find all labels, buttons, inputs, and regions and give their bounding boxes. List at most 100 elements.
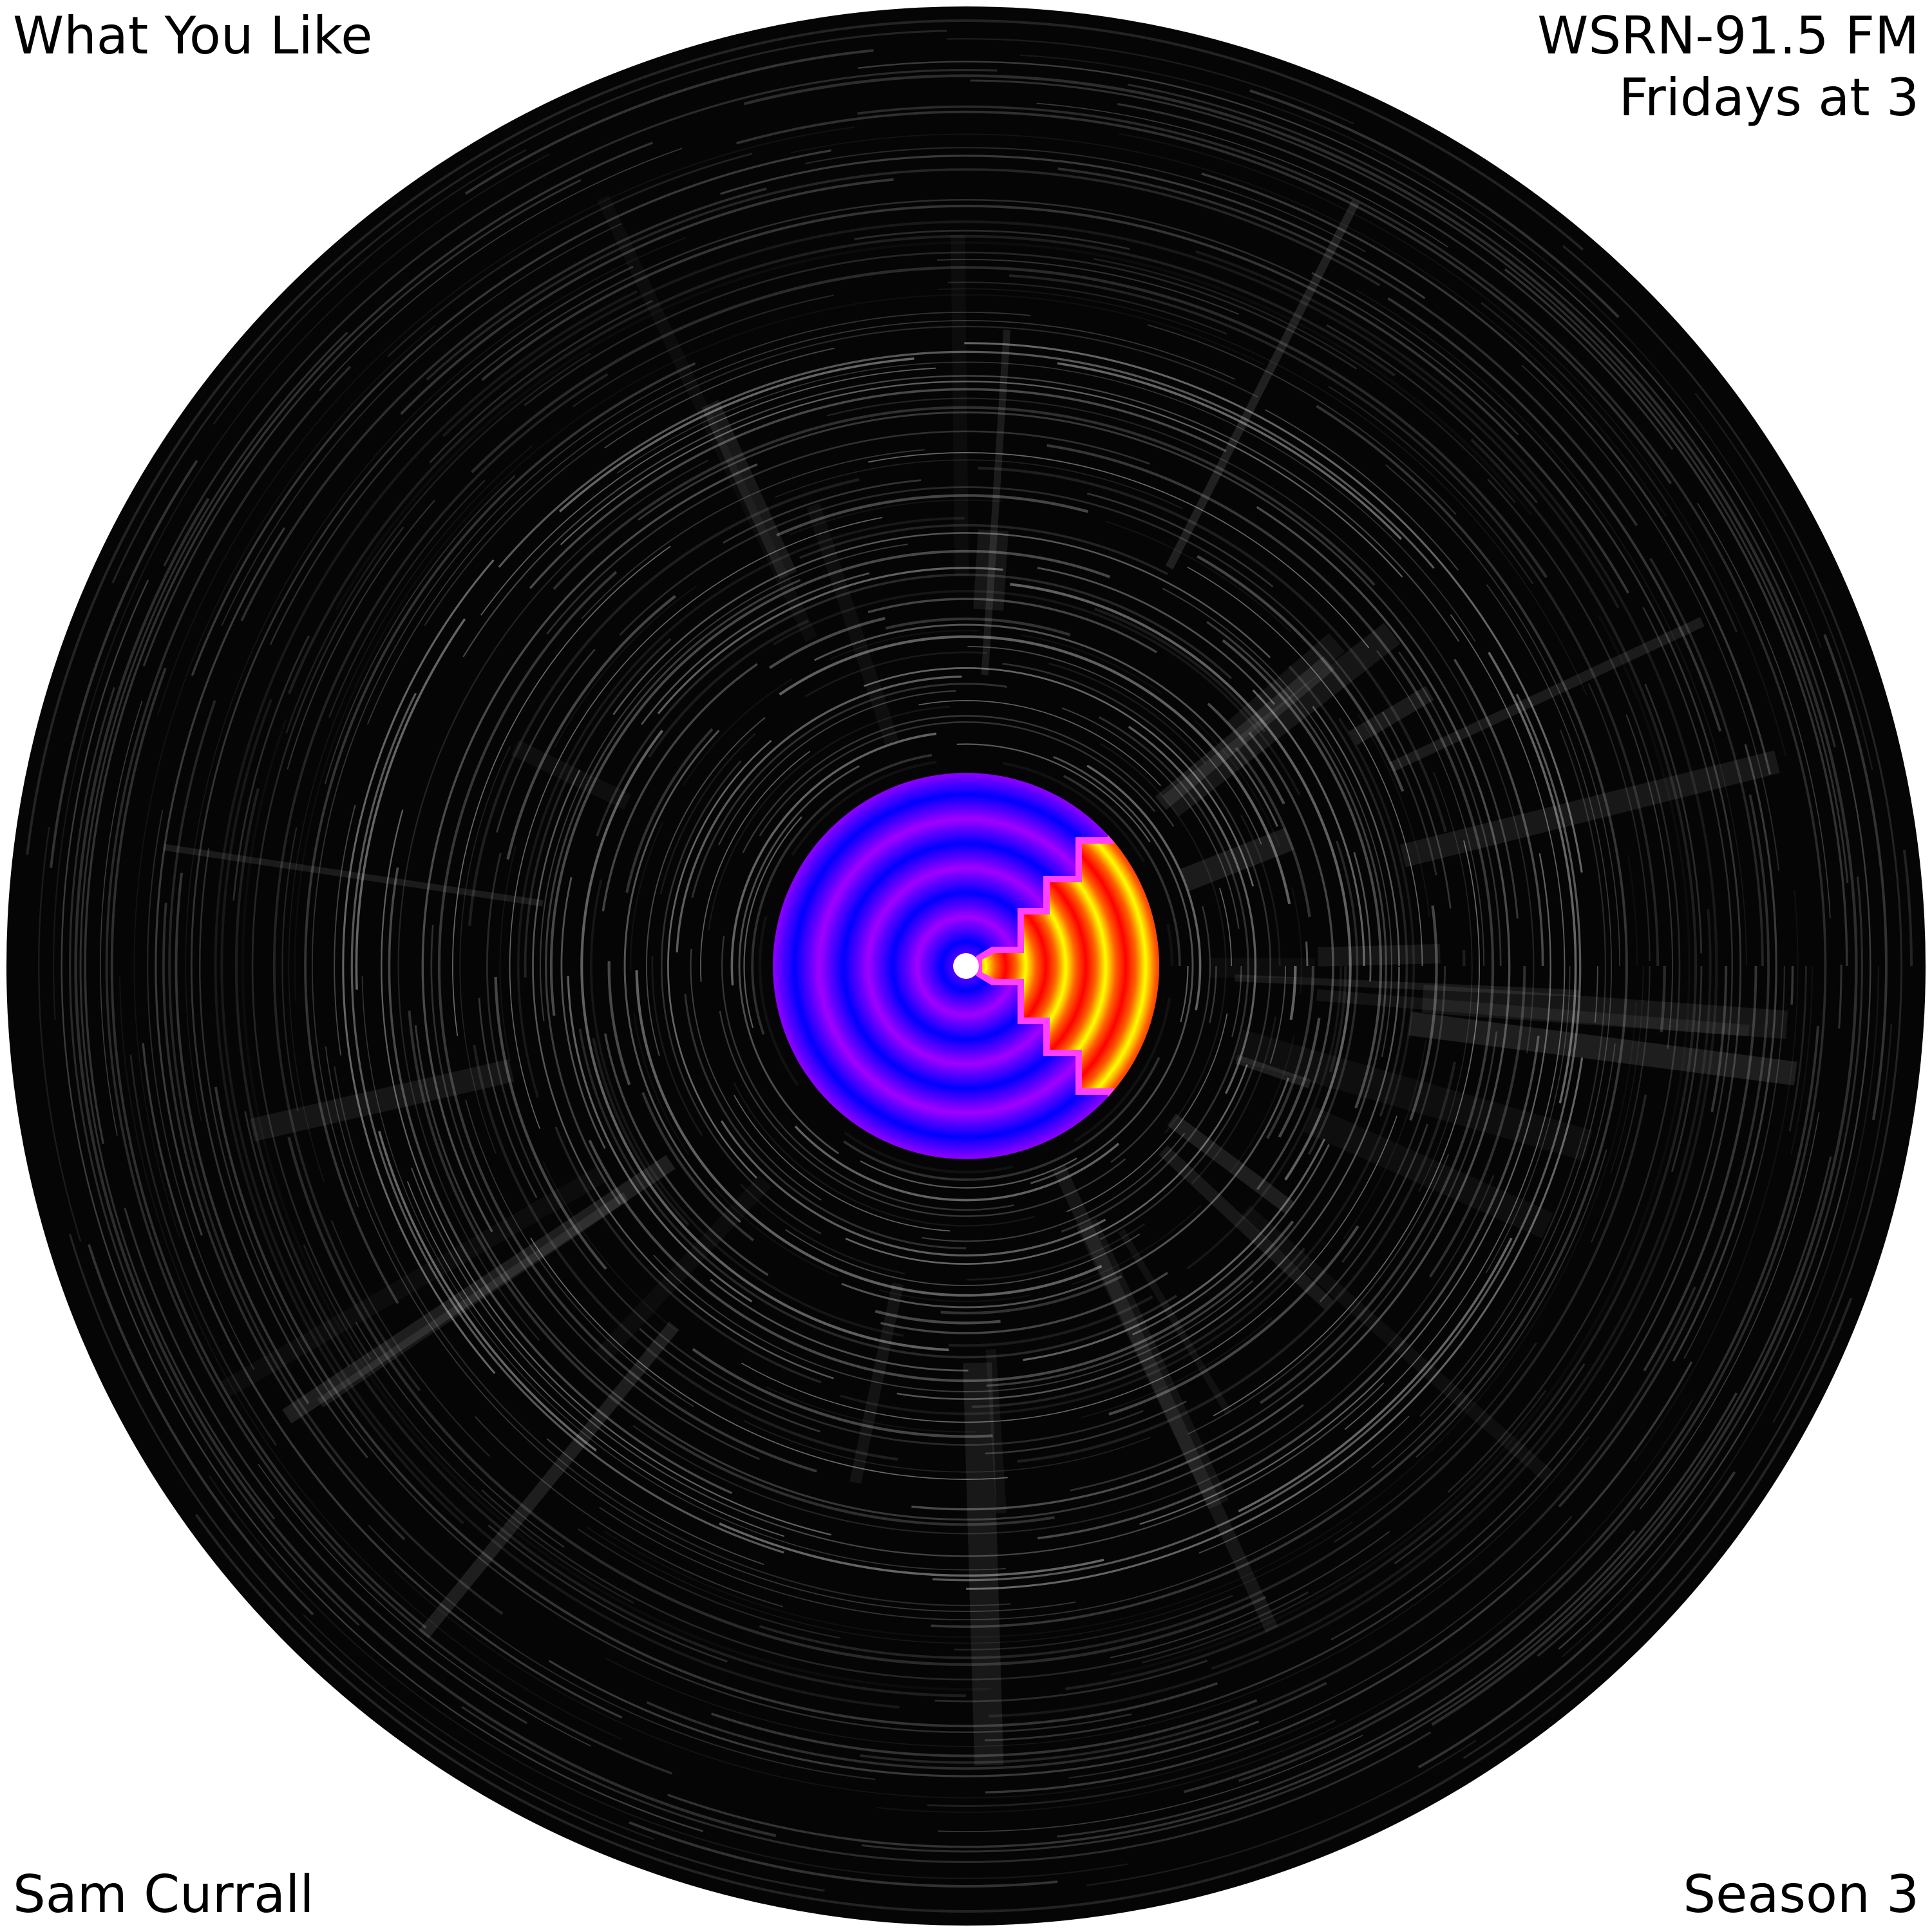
groove <box>304 304 1628 1628</box>
host-name: Sam Currall <box>13 1864 314 1924</box>
groove <box>220 220 1712 1712</box>
groove <box>175 175 1757 1757</box>
groove <box>61 61 1871 1871</box>
groove-streak <box>1053 1165 1278 1632</box>
groove-streak <box>282 1155 676 1424</box>
show-title: What You Like <box>13 6 373 66</box>
groove <box>459 459 1473 1473</box>
groove <box>251 251 1681 1681</box>
groove <box>645 645 1287 1287</box>
groove <box>258 258 1674 1674</box>
groove <box>52 52 1880 1880</box>
groove-streak <box>1210 968 1314 969</box>
groove-streak <box>973 529 1009 611</box>
groove-streak <box>806 502 899 745</box>
groove-streak <box>1421 984 1788 1039</box>
groove <box>437 437 1495 1495</box>
groove <box>294 294 1638 1638</box>
groove <box>110 110 1822 1822</box>
groove <box>342 342 1590 1590</box>
groove <box>388 388 1544 1544</box>
groove <box>430 430 1502 1502</box>
groove-streak <box>163 844 544 907</box>
groove <box>234 234 1698 1698</box>
groove-streak <box>1226 632 1345 741</box>
groove <box>84 84 1848 1848</box>
groove <box>607 607 1325 1325</box>
groove <box>486 486 1446 1446</box>
groove <box>580 580 1352 1352</box>
groove <box>715 715 1217 1217</box>
groove <box>375 375 1557 1557</box>
groove <box>499 499 1433 1433</box>
groove-streak <box>1235 1054 1312 1089</box>
groove <box>79 79 1853 1853</box>
groove-streak <box>1159 1145 1334 1310</box>
groove <box>411 411 1521 1521</box>
groove <box>494 494 1438 1438</box>
groove <box>452 452 1480 1480</box>
groove-streak <box>985 1349 1007 1514</box>
groove <box>361 361 1571 1571</box>
groove <box>355 355 1577 1577</box>
groove <box>319 319 1613 1613</box>
groove-streak <box>511 740 632 810</box>
groove <box>147 147 1785 1785</box>
groove <box>629 629 1303 1303</box>
groove <box>229 229 1703 1703</box>
groove <box>700 700 1232 1232</box>
groove <box>585 585 1347 1347</box>
groove <box>198 198 1734 1734</box>
groove-streak <box>1399 750 1780 867</box>
groove-streak <box>249 1059 515 1142</box>
groove <box>540 540 1392 1392</box>
groove <box>743 743 1189 1189</box>
groove <box>758 758 1174 1174</box>
groove <box>37 37 1895 1895</box>
groove <box>272 272 1660 1660</box>
groove-streak <box>1167 1113 1294 1214</box>
groove-streak <box>963 1362 1004 1766</box>
groove <box>100 100 1832 1832</box>
groove <box>406 406 1526 1526</box>
groove <box>168 168 1764 1764</box>
groove-streak <box>317 1192 629 1408</box>
groove-streak <box>1408 1012 1797 1086</box>
groove-streak <box>1118 1229 1232 1416</box>
groove <box>560 560 1372 1372</box>
groove <box>350 350 1582 1582</box>
groove <box>162 162 1770 1770</box>
groove-streak <box>701 400 797 580</box>
groove <box>397 397 1535 1535</box>
groove-streak <box>1165 200 1360 570</box>
groove <box>68 68 1864 1864</box>
groove <box>281 281 1651 1651</box>
groove <box>19 19 1913 1913</box>
groove <box>204 204 1728 1728</box>
groove <box>545 545 1387 1387</box>
groove <box>651 651 1281 1281</box>
groove <box>660 660 1272 1272</box>
station-name: WSRN-91.5 FM <box>1537 6 1919 66</box>
station-info: WSRN-91.5 FM Fridays at 3 <box>1537 5 1919 129</box>
schedule: Fridays at 3 <box>1618 68 1919 128</box>
groove-streak <box>418 1321 679 1639</box>
groove <box>155 155 1777 1777</box>
groove-streak <box>1316 989 1750 1037</box>
groove-streak <box>1317 943 1441 967</box>
groove <box>185 185 1747 1747</box>
groove-streak <box>849 1282 904 1484</box>
groove <box>190 190 1742 1742</box>
groove <box>623 623 1309 1309</box>
season-label: Season 3 <box>1683 1864 1919 1924</box>
groove <box>105 105 1827 1827</box>
groove <box>421 421 1511 1511</box>
groove <box>334 334 1598 1598</box>
groove <box>90 90 1842 1842</box>
groove-streak <box>1349 686 1434 746</box>
groove <box>366 366 1566 1566</box>
groove <box>617 617 1315 1315</box>
groove <box>549 549 1383 1383</box>
groove <box>118 118 1814 1814</box>
groove-streak <box>1155 656 1335 810</box>
